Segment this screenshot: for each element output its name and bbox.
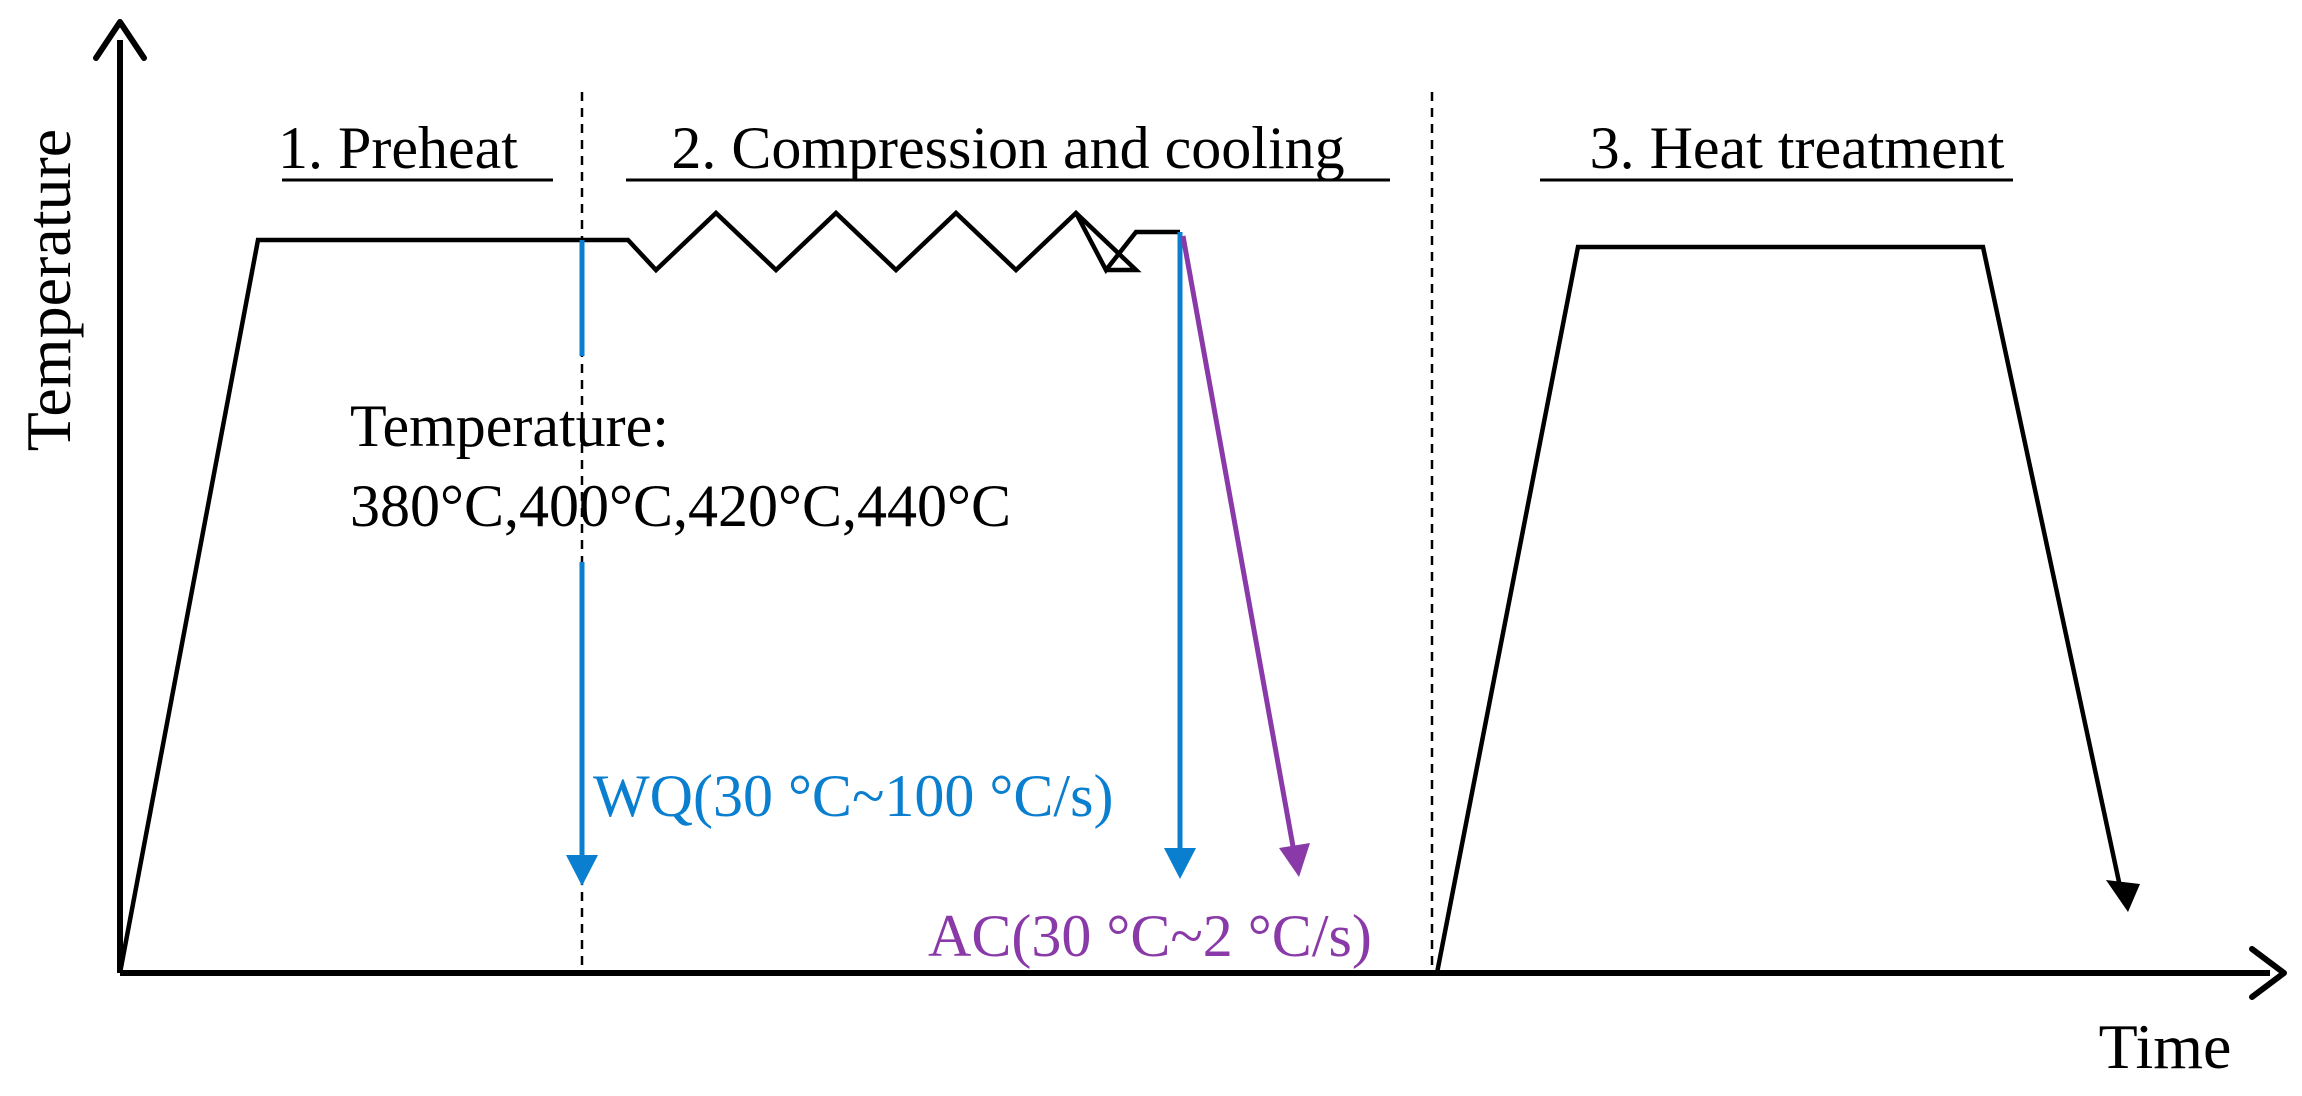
ac-compression-arrow (1180, 235, 1297, 853)
compression-zigzag-tail (1074, 211, 1180, 275)
temperature-title: Temperature: (350, 393, 669, 459)
axes (93, 19, 2287, 1000)
stage-label-heat-treatment: 3. Heat treatment (1590, 115, 2005, 181)
wq-compression-arrowhead (1164, 848, 1196, 879)
x-axis-label: Time (2099, 1011, 2232, 1082)
x-axis-arrowhead (2249, 946, 2287, 1000)
air-cooling-label: AC(30 °C~2 °C/s) (928, 903, 1372, 969)
y-axis-arrowhead (93, 19, 147, 61)
heat-treatment-arrowhead (2106, 880, 2140, 912)
y-axis-label: Temperature (13, 129, 84, 451)
wq-preheat-arrowhead (566, 855, 598, 886)
stage-label-compression: 2. Compression and cooling (671, 115, 1344, 181)
stage-label-preheat: 1. Preheat (278, 115, 518, 181)
water-quench-label: WQ(30 °C~100 °C/s) (593, 763, 1113, 829)
heat-treatment-profile (1434, 244, 2125, 974)
ac-compression-arrowhead (1279, 843, 1310, 877)
preheat-compression-profile (117, 209, 1142, 974)
temperature-values: 380°C,400°C,420°C,440°C (350, 473, 1011, 539)
